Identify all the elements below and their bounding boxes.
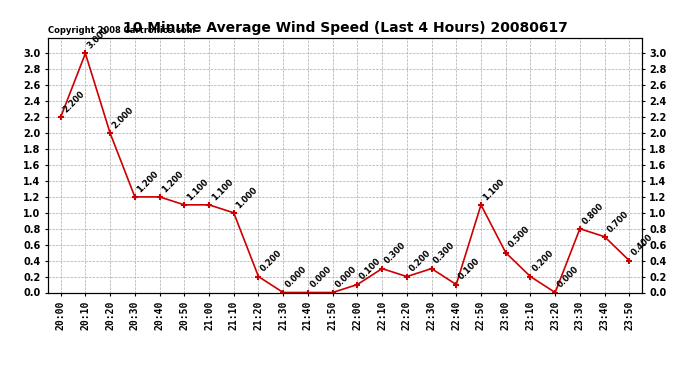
Text: 0.000: 0.000 <box>308 265 333 290</box>
Text: 0.000: 0.000 <box>333 265 358 290</box>
Text: 0.000: 0.000 <box>284 265 308 290</box>
Text: 0.400: 0.400 <box>630 233 655 258</box>
Text: 0.200: 0.200 <box>407 249 433 274</box>
Text: 0.100: 0.100 <box>457 257 482 282</box>
Text: 0.300: 0.300 <box>383 241 408 266</box>
Text: Copyright 2008 Cartronics.com: Copyright 2008 Cartronics.com <box>48 26 195 35</box>
Text: 1.200: 1.200 <box>135 169 161 194</box>
Text: 2.000: 2.000 <box>110 105 136 130</box>
Text: 1.200: 1.200 <box>160 169 185 194</box>
Text: 0.100: 0.100 <box>358 257 383 282</box>
Text: 0.700: 0.700 <box>605 209 630 234</box>
Text: 2.200: 2.200 <box>61 89 86 114</box>
Text: 0.500: 0.500 <box>506 225 531 250</box>
Text: 1.100: 1.100 <box>210 177 235 202</box>
Title: 10 Minute Average Wind Speed (Last 4 Hours) 20080617: 10 Minute Average Wind Speed (Last 4 Hou… <box>123 21 567 35</box>
Text: 0.800: 0.800 <box>580 201 605 226</box>
Text: 0.000: 0.000 <box>555 265 581 290</box>
Text: 0.200: 0.200 <box>259 249 284 274</box>
Text: 1.000: 1.000 <box>235 185 259 210</box>
Text: 1.100: 1.100 <box>482 177 506 202</box>
Text: 3.000: 3.000 <box>86 26 111 51</box>
Text: 1.100: 1.100 <box>185 177 210 202</box>
Text: 0.200: 0.200 <box>531 249 556 274</box>
Text: 0.300: 0.300 <box>432 241 457 266</box>
